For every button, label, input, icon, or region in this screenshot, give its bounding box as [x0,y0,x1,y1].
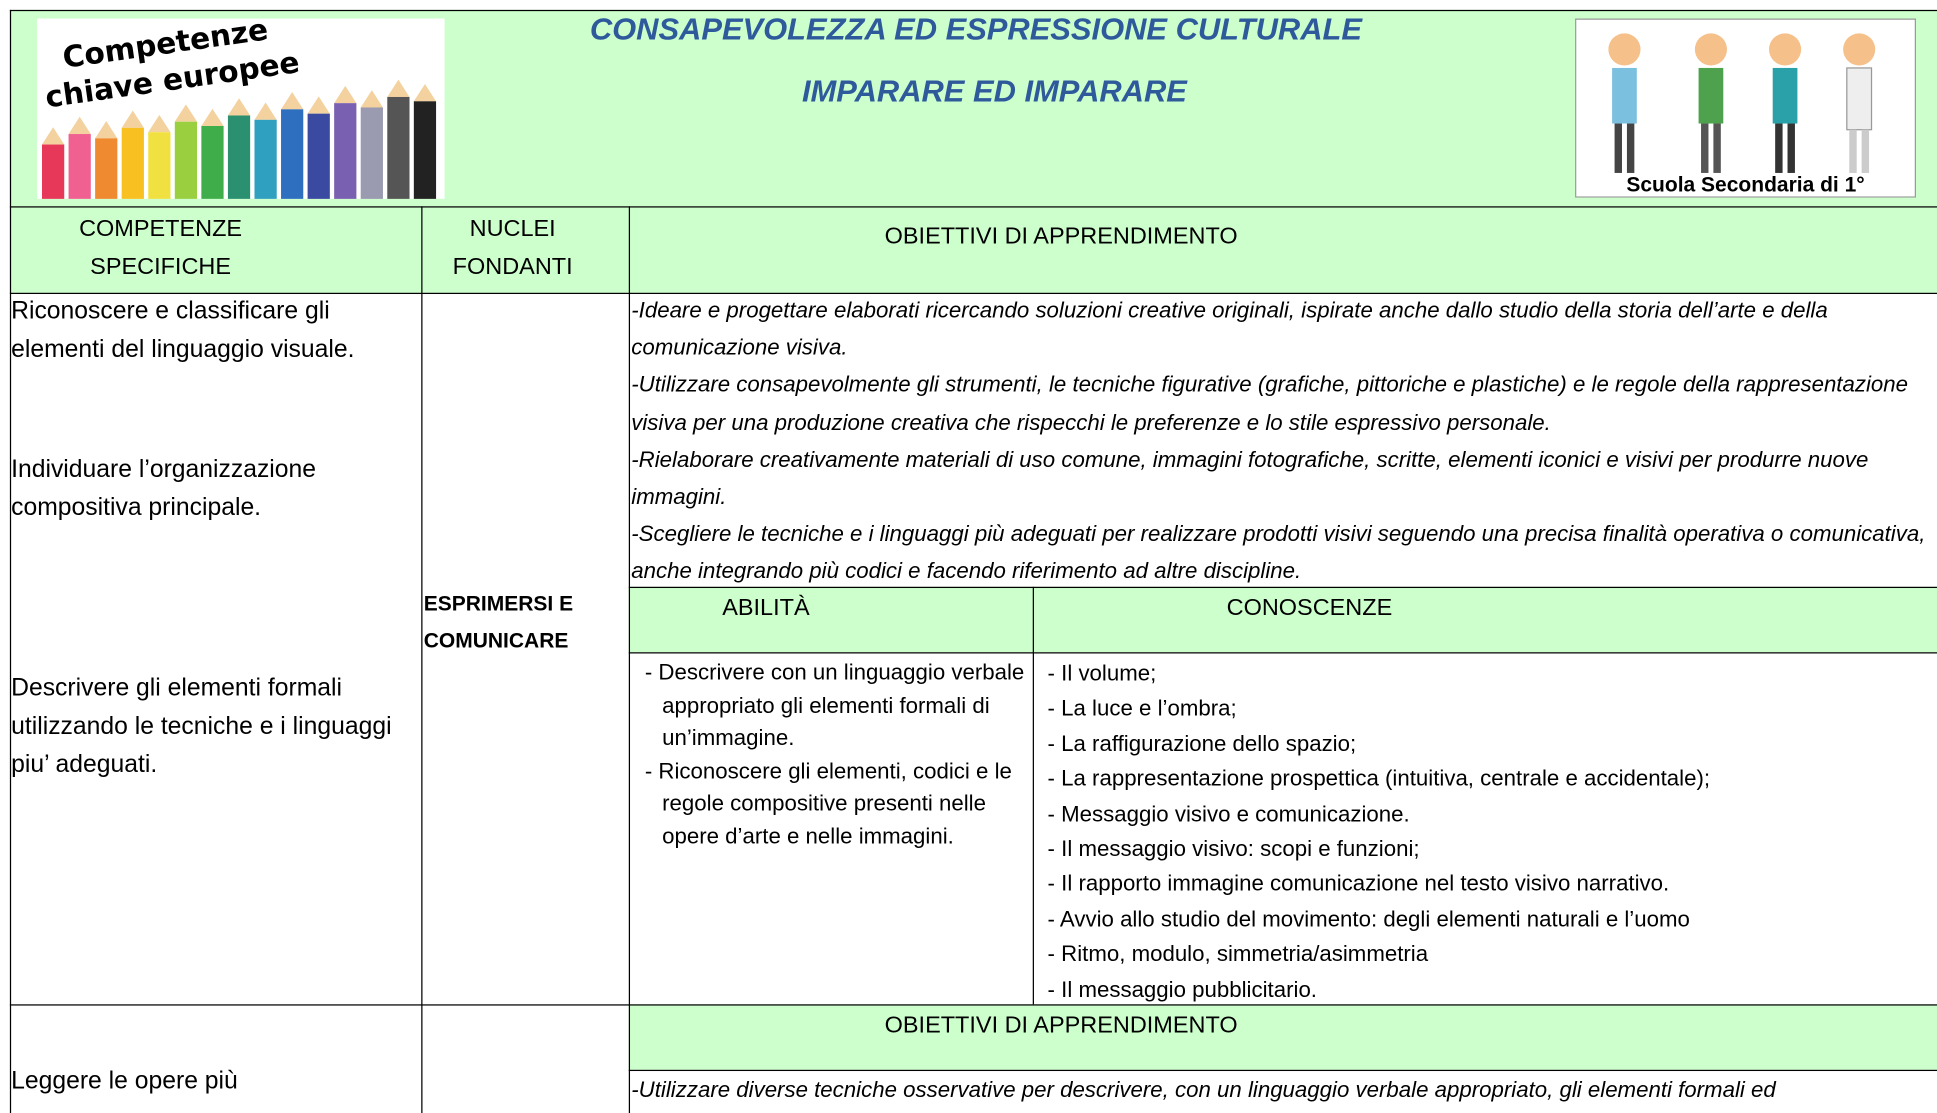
competenza: Descrivere gli elementi formali utilizza… [11,674,392,779]
objectives: -Utilizzare diverse tecniche osservative… [631,1071,1928,1108]
objective: -Ideare e progettare elaborati ricercand… [631,297,1828,360]
competenza: Individuare l’organizzazione compositiva… [11,455,317,522]
column-header: OBIETTIVI DI APPRENDIMENTO [884,223,1238,250]
objectives: -Ideare e progettare elaborati ricercand… [631,292,1928,590]
column-header: COMPETENZE SPECIFICHE [79,216,243,281]
objective: -Rielaborare creativamente materiali di … [631,446,1869,509]
header-row [9,206,1937,293]
title: CONSAPEVOLEZZA ED ESPRESSIONE CULTURALE [589,12,1362,47]
conoscenze-list: - Il volume; - La luce e l’ombra; - La raf… [1048,656,1931,1007]
conoscenza-item: - La luce e l’ombra; [1047,695,1237,721]
column-header: NUCLEI FONDANTI [452,216,573,281]
conoscenza-item: - Avvio allo studio del movimento: degli… [1047,906,1690,932]
conoscenza-item: - La rappresentazione prospettica (intui… [1047,766,1711,791]
abilita-item: - Riconoscere gli elementi, codici e le … [644,757,1012,849]
objective: -Utilizzare diverse tecniche osservative… [631,1077,1776,1102]
conoscenza-item: - Messaggio visivo e comunicazione. [1047,801,1410,826]
sub-header: CONOSCENZE [1226,595,1393,622]
competenza: Leggere le opere più [11,1067,238,1095]
badge-text: Scuola Secondaria di 1° [1626,173,1864,196]
abilita-list: - Descrivere con un linguaggio verbale a… [645,656,1025,852]
objective: -Scegliere le tecniche e i linguaggi più… [631,521,1926,584]
conoscenza-item: - Il rapporto immagine comunicazione nel… [1047,871,1670,897]
conoscenza-item: - La raffigurazione dello spazio; [1047,731,1357,756]
conoscenza-item: - Il volume; [1047,660,1157,686]
objective: -Utilizzare consapevolmente gli strument… [631,372,1909,435]
competenza: Riconoscere e classificare gli elementi … [11,297,355,364]
conoscenza-item: - Il messaggio pubblicitario. [1047,976,1317,1002]
sub-header: ABILITÀ [722,595,810,622]
abilita-item: - Descrivere con un linguaggio verbale a… [644,659,1025,750]
sub-header: OBIETTIVI DI APPRENDIMENTO [884,1012,1238,1039]
conoscenza-item: - Ritmo, modulo, simmetria/asimmetria [1047,941,1429,967]
figures [1608,33,1876,173]
sub-header-row [628,586,1937,653]
subtitle: IMPARARE ED IMPARARE [801,74,1187,109]
nucleo: ESPRIMERSI E COMUNICARE [423,591,574,653]
conoscenza-item: - Il messaggio visivo: scopi e funzioni; [1047,836,1420,862]
logo: Competenze chiave europee [37,18,445,199]
sub-header-row [628,1004,1937,1070]
badge: Scuola Secondaria di 1° [1575,18,1916,198]
